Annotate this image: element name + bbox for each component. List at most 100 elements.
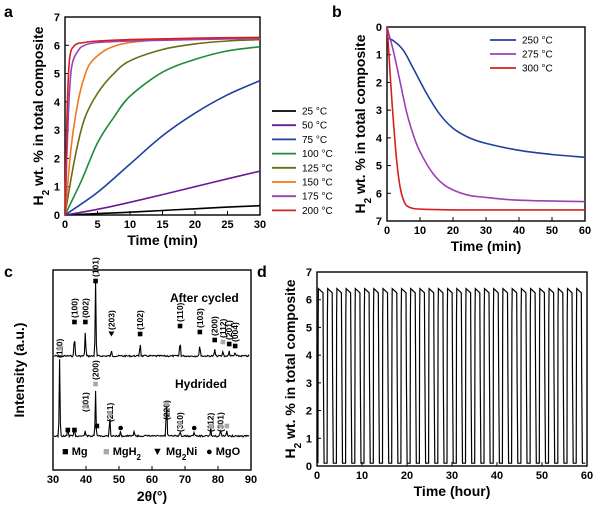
x-tick-label: 25 [221,219,233,231]
x-tick-label: 70 [179,474,191,486]
x-tick-label: 0 [384,225,390,237]
x-tick-label: 0 [314,470,320,482]
peak-marker [191,425,197,431]
peak-marker [232,343,238,349]
peak-marker [224,423,230,429]
peak-marker [83,319,88,325]
x-tick-label: 80 [212,474,224,486]
peak-marker [226,341,232,347]
phase-legend-entry: ▼ Mg2Ni [152,446,197,462]
panel-letter: b [332,4,342,21]
y-tick-label: 7 [54,12,60,24]
panel-a: 0 5 10 15 20 25 30 0 1 2 3 4 5 6 7 Time (min) H2 wt. % i… [4,4,333,248]
peak-marker [164,401,169,407]
y-tick-label: 2 [306,406,312,418]
x-axis-label: 2θ(°) [137,488,167,504]
y-tick-label: 0 [376,22,382,34]
pattern-label-cycled: After cycled [170,291,239,305]
x-tick-label: 40 [491,470,503,482]
legend-entry: 25 °C [302,107,327,118]
series-line [64,170,261,216]
y-tick-label: 6 [306,295,312,307]
x-tick-label: 30 [47,474,59,486]
peak-marker [177,421,183,427]
y-axis-label: H2 wt. % in total composite [352,34,374,213]
peak-label: (100) [69,298,79,318]
y-axis-label: H2 wt. % in total composite [30,26,52,205]
legend-entry: 125 °C [302,163,333,174]
peak-label: (200) [210,316,220,336]
peak-label: (301) [216,412,226,432]
peak-marker [83,403,88,409]
x-axis-label: Time (hour) [414,483,491,499]
x-tick-label: 20 [189,219,201,231]
y-tick-label: 0 [306,461,312,473]
series-line [64,38,261,216]
peak-label: (220) [162,400,172,420]
panel-b: 0 10 20 30 40 50 60 0 1 2 3 4 5 6 7 Time (min) H2 wt. % … [332,4,591,254]
x-tick-label: 0 [62,219,68,231]
peak-marker [212,337,217,343]
series-line [386,26,586,203]
x-tick-label: 5 [94,219,100,231]
x-tick-label: 10 [124,219,136,231]
peak-marker [137,331,143,337]
series-line [386,37,586,159]
peak-marker [118,425,123,431]
plot-frame [64,16,261,216]
y-tick-label: 5 [54,69,60,81]
x-tick-label: 15 [156,219,168,231]
x-tick-label: 10 [414,225,426,237]
y-tick-label: 3 [376,105,382,117]
peak-marker [93,381,98,387]
series-line [64,36,261,216]
peak-marker [218,423,223,429]
y-axis-label: Intensity (a.u.) [11,323,27,418]
legend-entry: 250 °C [522,36,553,47]
peak-label: (002) [80,298,90,318]
y-tick-label: 5 [376,161,382,173]
x-tick-label: 50 [113,474,125,486]
xrd-pattern-hydrided [53,359,250,439]
x-tick-label: 90 [245,474,257,486]
legend-entry: 300 °C [522,64,553,75]
series-line [64,45,261,216]
panel-letter: d [257,264,267,281]
y-tick-label: 4 [376,133,383,145]
peak-label: (203) [106,310,116,330]
y-tick-label: 7 [376,216,382,228]
legend-entry: 100 °C [302,149,333,160]
peak-label: (103) [195,308,205,328]
peak-label: (201) [224,320,234,340]
y-tick-label: 3 [54,125,60,137]
phase-legend-entry: ● MgO [206,446,241,458]
y-axis-label: H2 wt. % in total composite [282,279,304,458]
y-tick-label: 5 [306,322,312,334]
y-tick-label: 6 [376,188,382,200]
peak-marker [93,278,98,284]
y-tick-label: 4 [54,97,61,109]
x-tick-label: 60 [581,470,593,482]
legend-entry: 75 °C [302,135,327,146]
peak-label: (004) [230,322,240,342]
peak-label: (101) [91,257,101,277]
xrd-pattern-cycled [53,280,250,358]
x-tick-label: 50 [546,225,558,237]
y-tick-label: 1 [306,433,312,445]
peak-marker [94,423,100,429]
peak-marker [208,423,214,429]
x-tick-label: 40 [513,225,525,237]
panel-c: 30 40 50 60 70 80 90 2θ(°) Intensity (a.u.) c Afte… [4,257,257,504]
panel-letter: c [4,264,13,281]
peak-marker [197,329,203,335]
y-tick-label: 3 [306,378,312,390]
y-tick-label: 2 [54,153,60,165]
panel-d: 0 10 20 30 40 50 60 0 1 2 3 4 5 6 7 Time (hour) H2 wt. %… [257,264,593,499]
y-tick-label: 4 [306,350,313,362]
series-line [64,204,261,216]
legend-entry: 150 °C [302,178,333,189]
legend-entry: 175 °C [302,192,333,203]
x-tick-label: 40 [80,474,92,486]
peak-label: (110) [175,302,185,322]
series-line [386,26,585,211]
